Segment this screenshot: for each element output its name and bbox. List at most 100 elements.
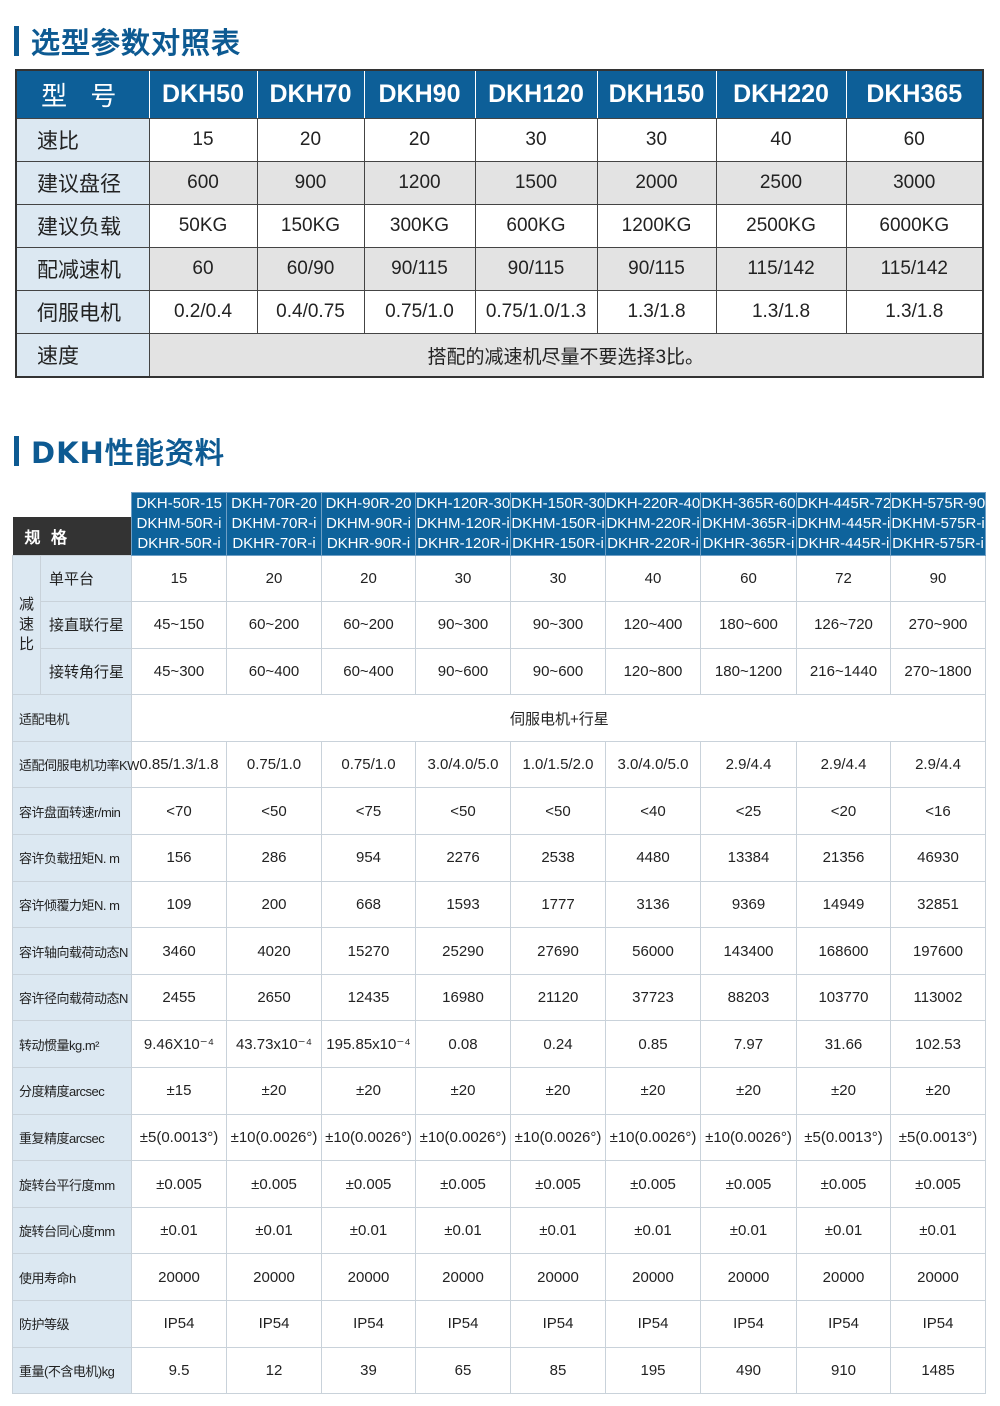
value-cell: 168600 — [796, 927, 891, 975]
value-cell: 45~150 — [131, 601, 227, 649]
spec-label: 规 格 — [12, 516, 132, 555]
value-cell: 60~200 — [321, 601, 416, 649]
model-name: DKHR-50R-i — [137, 534, 221, 552]
value-cell: 20000 — [605, 1253, 701, 1301]
table-row: 配减速机 60 60/90 90/115 90/115 90/115 115/142 115/… — [15, 247, 984, 291]
table-row: 容许负载扭矩N. m 156 286 954 2276 2538 4480 13384 2135… — [12, 834, 986, 882]
value-cell: 600 — [148, 161, 258, 205]
performance-data-table: DKH-50R-15 DKHM-50R-i DKHR-50R-i DKH-70R-20… — [12, 492, 986, 1395]
value-cell: 45~300 — [131, 647, 227, 696]
value-cell: ±0.01 — [890, 1206, 986, 1255]
value-cell: 3136 — [605, 880, 701, 929]
model-header: DKH-365R-60 DKHM-365R-i DKHR-365R-i — [700, 492, 797, 556]
value-cell: 30 — [474, 118, 598, 162]
model-header: DKH-90R-20 DKHM-90R-i DKHR-90R-i — [321, 492, 416, 556]
value-cell: <50 — [226, 787, 322, 836]
model-name: DKH-70R-20 — [231, 494, 317, 512]
row-label: 使用寿命h — [12, 1253, 132, 1301]
value-cell: ±0.005 — [415, 1160, 511, 1208]
value-cell: <70 — [131, 787, 227, 836]
model-header: DKH50 — [148, 69, 258, 119]
value-cell: 195.85x10⁻⁴ — [321, 1020, 416, 1069]
value-cell: IP54 — [226, 1300, 322, 1348]
value-cell: 2500KG — [715, 204, 847, 248]
value-cell: 25290 — [415, 927, 511, 975]
value-cell: 9.46X10⁻⁴ — [131, 1020, 227, 1069]
value-cell: ±20 — [890, 1067, 986, 1115]
model-name: DKHR-90R-i — [326, 534, 411, 552]
value-cell: 60~200 — [226, 601, 322, 649]
value-cell: 0.75/1.0 — [226, 740, 322, 789]
value-cell: ±0.005 — [510, 1160, 606, 1208]
value-cell: 1777 — [510, 880, 606, 929]
value-cell: 39 — [321, 1346, 416, 1395]
value-cell: 30 — [596, 118, 717, 162]
value-cell: <25 — [700, 787, 797, 836]
value-cell: 150KG — [256, 204, 365, 248]
value-cell: 60~400 — [321, 647, 416, 696]
model-header: DKH-70R-20 DKHM-70R-i DKHR-70R-i — [226, 492, 322, 556]
model-header: DKH220 — [715, 69, 847, 119]
table-row: 重复精度arcsec ±5(0.0013°) ±10(0.0026°) ±10(0.0… — [12, 1113, 986, 1162]
value-cell: 103770 — [796, 973, 891, 1022]
value-cell: IP54 — [890, 1300, 986, 1348]
value-cell: 2650 — [226, 973, 322, 1022]
value-cell: ±0.005 — [226, 1160, 322, 1208]
table-row: 容许轴向载荷动态N 3460 4020 15270 25290 27690 56000 143… — [12, 927, 986, 975]
model-name: DKHR-220R-i — [607, 534, 699, 552]
value-cell: 668 — [321, 880, 416, 929]
value-cell: 2.9/4.4 — [890, 740, 986, 789]
model-header: DKH-575R-90 DKHM-575R-i DKHR-575R-i — [890, 492, 986, 556]
value-cell: 216~1440 — [796, 647, 891, 696]
value-cell: ±0.01 — [321, 1206, 416, 1255]
value-cell: ±0.005 — [321, 1160, 416, 1208]
value-cell: 197600 — [890, 927, 986, 975]
row-label: 分度精度arcsec — [12, 1067, 132, 1115]
value-cell: ±10(0.0026°) — [415, 1113, 511, 1162]
model-name: DKHM-445R-i — [797, 514, 891, 532]
value-cell: ±20 — [700, 1067, 797, 1115]
value-cell: 0.4/0.75 — [256, 290, 365, 334]
value-cell: 2000 — [596, 161, 717, 205]
value-cell: 56000 — [605, 927, 701, 975]
model-name: DKHM-365R-i — [701, 514, 796, 532]
value-cell: 286 — [226, 834, 322, 882]
value-cell: <75 — [321, 787, 416, 836]
value-cell: 90~600 — [415, 647, 511, 696]
value-cell: 1200 — [363, 161, 476, 205]
model-name: DKHM-150R-i — [511, 514, 605, 532]
model-header: DKH-50R-15 DKHM-50R-i DKHR-50R-i — [131, 492, 227, 556]
value-cell: 1.3/1.8 — [715, 290, 847, 334]
value-cell: 3000 — [845, 161, 984, 205]
header-row: 规 格 — [12, 516, 986, 555]
value-cell: 2276 — [415, 834, 511, 882]
value-cell: 46930 — [890, 834, 986, 882]
model-name: DKH-445R-72 — [797, 494, 891, 512]
value-cell: 30 — [510, 554, 606, 603]
value-cell: IP54 — [605, 1300, 701, 1348]
value-cell: 90~600 — [510, 647, 606, 696]
table-row: 建议盘径 600 900 1200 1500 2000 2500 3000 — [15, 161, 984, 205]
value-cell: IP54 — [700, 1300, 797, 1348]
value-cell: 85 — [510, 1346, 606, 1395]
value-cell: ±20 — [796, 1067, 891, 1115]
value-cell: 0.75/1.0 — [321, 740, 416, 789]
value-cell: 88203 — [700, 973, 797, 1022]
value-cell: 6000KG — [845, 204, 984, 248]
value-cell: 954 — [321, 834, 416, 882]
table-row: 容许盘面转速r/min <70 <50 <75 <50 <50 <40 <25 <20 <16 — [12, 787, 986, 836]
table-row: 防护等级 IP54 IP54 IP54 IP54 IP54 IP54 IP54 IP54 IP54 — [12, 1300, 986, 1348]
value-cell: ±0.01 — [700, 1206, 797, 1255]
value-cell: 200 — [226, 880, 322, 929]
value-cell: 15 — [131, 554, 227, 603]
model-name: DKHR-365R-i — [702, 534, 795, 552]
model-header: DKH-220R-40 DKHM-220R-i DKHR-220R-i — [605, 492, 701, 556]
row-label: 重量(不含电机)kg — [12, 1346, 132, 1395]
value-cell: 31.66 — [796, 1020, 891, 1069]
value-cell: 490 — [700, 1346, 797, 1395]
table-row: 适配伺服电机功率KW 0.85/1.3/1.8 0.75/1.0 0.75/1.0 3.… — [12, 740, 986, 789]
value-cell: 12 — [226, 1346, 322, 1395]
value-cell: 0.24 — [510, 1020, 606, 1069]
row-label: 适配伺服电机功率KW — [12, 740, 139, 789]
value-cell: 270~900 — [890, 601, 986, 649]
